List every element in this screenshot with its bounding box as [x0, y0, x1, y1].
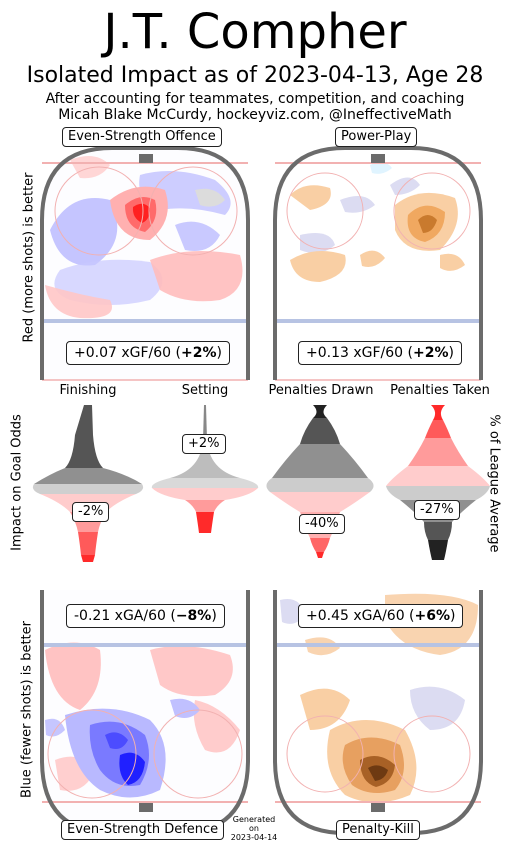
violin-value-penalties-drawn: -40%: [299, 514, 345, 534]
offence-axis-label: Red (more shots) is better: [21, 172, 37, 343]
violin-penalties-drawn: [266, 405, 374, 558]
violin-setting: [151, 405, 259, 533]
rate-close: ): [216, 345, 222, 361]
panel-title-power-play: Power-Play: [335, 127, 418, 147]
rate-value: -0.21 xGA/60 (: [74, 608, 176, 624]
rate-box-es-defence: -0.21 xGA/60 (−8%): [66, 604, 225, 628]
league-average-axis-label: % of League Average: [486, 414, 502, 553]
violin-label-penalties-drawn: Penalties Drawn: [268, 383, 374, 398]
rate-box-penalty-kill: +0.45 xGA/60 (+6%): [298, 604, 464, 628]
rate-percent: +2%: [180, 345, 217, 361]
credit-line-1: After accounting for teammates, competit…: [45, 91, 465, 107]
credit-line-2: Micah Blake McCurdy, hockeyviz.com, @Ine…: [58, 107, 452, 123]
rate-value: +0.07 xGF/60 (: [74, 345, 181, 361]
rate-close: ): [448, 345, 454, 361]
violin-label-finishing: Finishing: [59, 383, 117, 398]
es-defence-heatmap: [40, 590, 250, 835]
rate-close: ): [450, 608, 456, 624]
violin-value-finishing: -2%: [72, 502, 110, 522]
generated-line-2: on: [249, 824, 259, 833]
panel-title-penalty-kill: Penalty-Kill: [336, 820, 420, 840]
impact-axis-label: Impact on Goal Odds: [9, 414, 25, 551]
violin-penalties-taken: [386, 405, 490, 560]
violin-value-setting: +2%: [182, 434, 226, 454]
generated-note: Generated on 2023-04-14: [226, 815, 282, 842]
generated-line-3: 2023-04-14: [230, 833, 278, 842]
rate-value: +0.13 xGF/60 (: [306, 345, 413, 361]
rate-box-es-offence: +0.07 xGF/60 (+2%): [66, 341, 230, 365]
violin-finishing: [32, 405, 144, 562]
page-subtitle: Isolated Impact as of 2023-04-13, Age 28: [26, 63, 484, 88]
rate-percent: +6%: [414, 608, 451, 624]
panel-title-es-defence: Even-Strength Defence: [61, 820, 225, 840]
generated-line-1: Generated: [232, 815, 276, 824]
violin-label-penalties-taken: Penalties Taken: [390, 383, 490, 398]
rate-percent: −8%: [175, 608, 212, 624]
rate-percent: +2%: [412, 345, 449, 361]
rate-close: ): [211, 608, 217, 624]
panel-title-es-offence: Even-Strength Offence: [62, 127, 222, 147]
rate-box-power-play: +0.13 xGF/60 (+2%): [298, 341, 462, 365]
page-title: J.T. Compher: [103, 4, 407, 60]
violin-value-penalties-taken: -27%: [414, 500, 460, 520]
violin-label-setting: Setting: [181, 383, 229, 398]
defence-axis-label: Blue (fewer shots) is better: [19, 621, 35, 798]
rate-value: +0.45 xGA/60 (: [306, 608, 415, 624]
